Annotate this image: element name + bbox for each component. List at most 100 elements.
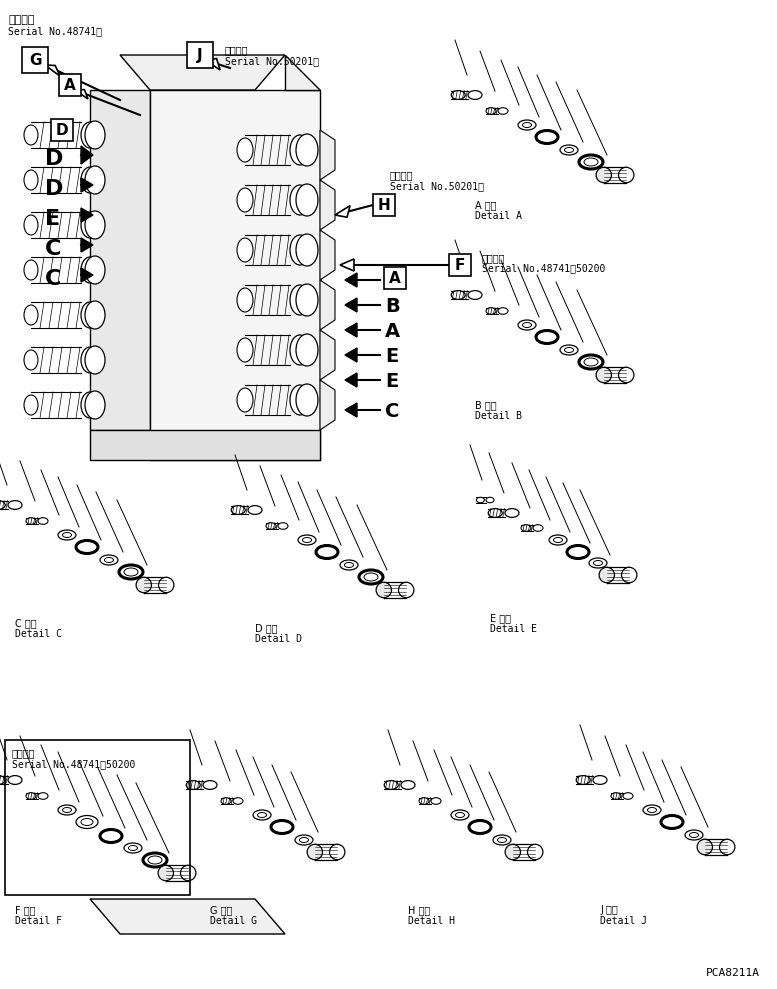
Polygon shape <box>320 230 335 280</box>
Ellipse shape <box>248 505 262 514</box>
Ellipse shape <box>565 147 573 152</box>
Ellipse shape <box>290 235 310 265</box>
Polygon shape <box>81 146 93 164</box>
Text: B 詳細: B 詳細 <box>475 400 497 410</box>
Ellipse shape <box>720 840 735 854</box>
Bar <box>373 194 395 216</box>
Polygon shape <box>150 90 320 460</box>
Ellipse shape <box>468 291 482 300</box>
Ellipse shape <box>560 345 578 355</box>
Ellipse shape <box>577 775 591 784</box>
Text: 適用号機: 適用号機 <box>225 45 249 55</box>
Text: E: E <box>385 347 399 366</box>
Ellipse shape <box>594 561 602 566</box>
Text: A: A <box>385 322 400 341</box>
Polygon shape <box>320 180 335 230</box>
Text: A: A <box>385 272 400 291</box>
Text: Detail J: Detail J <box>600 916 647 926</box>
Ellipse shape <box>522 322 531 327</box>
Bar <box>187 42 213 68</box>
Ellipse shape <box>0 500 5 509</box>
Ellipse shape <box>593 775 607 784</box>
Ellipse shape <box>271 821 293 834</box>
Ellipse shape <box>296 284 318 316</box>
Ellipse shape <box>38 517 48 524</box>
Polygon shape <box>90 899 285 934</box>
Ellipse shape <box>549 535 567 545</box>
Ellipse shape <box>24 395 38 415</box>
Text: E: E <box>45 209 60 229</box>
Polygon shape <box>81 178 93 192</box>
Ellipse shape <box>488 508 502 517</box>
Ellipse shape <box>85 301 105 329</box>
Text: E 詳細: E 詳細 <box>490 613 511 623</box>
Text: C: C <box>45 239 61 259</box>
Text: H 詳細: H 詳細 <box>408 905 430 915</box>
Ellipse shape <box>100 555 118 565</box>
Ellipse shape <box>419 798 429 804</box>
Ellipse shape <box>186 780 200 789</box>
Ellipse shape <box>24 170 38 190</box>
Text: G 詳細: G 詳細 <box>210 905 232 915</box>
Ellipse shape <box>579 355 603 369</box>
Ellipse shape <box>203 780 217 789</box>
Polygon shape <box>345 273 357 287</box>
Polygon shape <box>81 238 93 252</box>
Ellipse shape <box>85 346 105 374</box>
Ellipse shape <box>596 367 611 383</box>
Ellipse shape <box>376 583 392 597</box>
Ellipse shape <box>237 188 253 212</box>
Ellipse shape <box>76 541 98 554</box>
Text: J: J <box>197 47 203 62</box>
Ellipse shape <box>62 807 71 813</box>
Polygon shape <box>81 208 93 222</box>
Ellipse shape <box>611 793 621 799</box>
Text: PCA8211A: PCA8211A <box>706 968 760 978</box>
Text: A: A <box>389 271 401 286</box>
Ellipse shape <box>76 816 98 829</box>
Ellipse shape <box>486 308 496 315</box>
Ellipse shape <box>298 535 316 545</box>
Text: A 詳細: A 詳細 <box>475 200 497 210</box>
Ellipse shape <box>295 835 313 845</box>
Ellipse shape <box>560 145 578 155</box>
Polygon shape <box>285 55 320 90</box>
Ellipse shape <box>533 525 543 531</box>
Ellipse shape <box>296 334 318 366</box>
Ellipse shape <box>451 810 469 820</box>
Ellipse shape <box>159 578 174 592</box>
Text: H: H <box>378 198 390 213</box>
Text: Detail D: Detail D <box>255 634 302 644</box>
Polygon shape <box>320 130 335 180</box>
Text: Serial No.48741～50200: Serial No.48741～50200 <box>482 263 605 273</box>
Polygon shape <box>205 58 220 70</box>
Ellipse shape <box>296 184 318 216</box>
Bar <box>384 267 406 289</box>
Bar <box>51 119 73 141</box>
Ellipse shape <box>618 167 634 183</box>
Text: Detail F: Detail F <box>15 916 62 926</box>
Polygon shape <box>90 90 150 430</box>
Polygon shape <box>340 259 354 271</box>
Ellipse shape <box>685 830 703 840</box>
Polygon shape <box>320 380 335 430</box>
Ellipse shape <box>599 568 615 583</box>
Ellipse shape <box>24 305 38 325</box>
Ellipse shape <box>596 167 611 183</box>
Text: Serial No.48741～50200: Serial No.48741～50200 <box>12 759 135 769</box>
Ellipse shape <box>81 302 99 328</box>
Ellipse shape <box>618 367 634 383</box>
Ellipse shape <box>24 215 38 235</box>
Polygon shape <box>335 206 350 218</box>
Ellipse shape <box>486 497 494 502</box>
Text: D: D <box>56 123 68 137</box>
Ellipse shape <box>237 288 253 312</box>
Ellipse shape <box>85 211 105 239</box>
Ellipse shape <box>290 335 310 365</box>
Ellipse shape <box>278 523 288 529</box>
Text: 適用号檟: 適用号檟 <box>390 170 413 180</box>
Ellipse shape <box>498 308 508 315</box>
Polygon shape <box>120 55 285 90</box>
Ellipse shape <box>497 838 507 843</box>
Ellipse shape <box>498 108 508 115</box>
